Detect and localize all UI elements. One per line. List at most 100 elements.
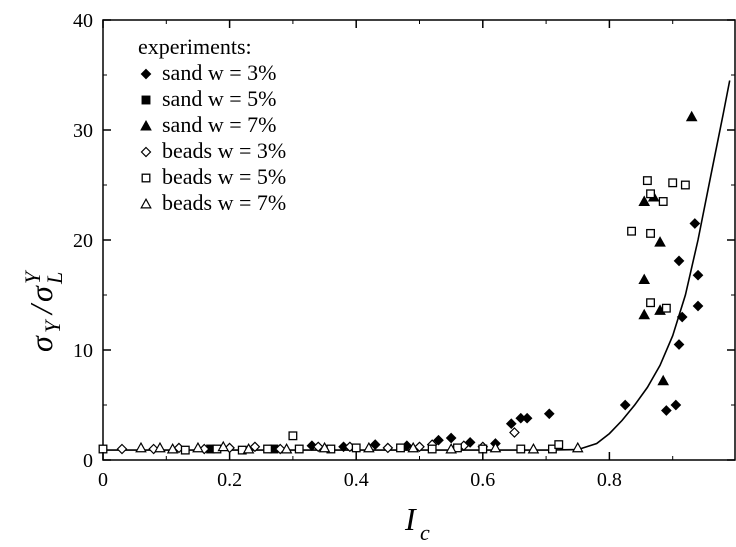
- y-axis-title: σ Y / σ L Y: [20, 269, 67, 352]
- legend-marker: [140, 197, 152, 209]
- legend-label: beads w = 7%: [162, 190, 286, 215]
- data-point: [673, 255, 685, 267]
- x-tick-label: 0.4: [344, 469, 369, 491]
- data-point: [627, 226, 637, 236]
- x-axis-title-sub: c: [420, 520, 430, 545]
- data-point: [478, 444, 488, 454]
- x-tick-label: 0.8: [597, 469, 622, 491]
- data-point: [685, 110, 698, 122]
- data-point: [249, 441, 261, 453]
- data-point: [638, 195, 651, 206]
- legend-marker: [141, 95, 151, 105]
- x-tick-label: 0.6: [470, 469, 495, 491]
- data-point: [263, 444, 273, 454]
- legend-title: experiments:: [138, 34, 252, 59]
- data-point: [294, 444, 304, 454]
- data-point: [676, 311, 688, 323]
- data-point: [217, 440, 230, 452]
- data-point: [554, 440, 564, 450]
- data-points-layer: [98, 110, 704, 455]
- data-point: [673, 339, 685, 350]
- data-point: [288, 431, 298, 441]
- data-point: [192, 441, 204, 453]
- data-point: [658, 197, 668, 206]
- data-point: [638, 308, 651, 320]
- legend-marker: [140, 68, 152, 80]
- data-point: [166, 442, 179, 454]
- ticks-layer: 0 0.2 0.4 0.6 0.8 0 10 20 30 40: [73, 10, 735, 491]
- data-point: [98, 444, 108, 454]
- data-point: [414, 441, 425, 453]
- y-axis-title-sub: Y: [40, 318, 65, 333]
- data-point: [543, 408, 555, 420]
- data-point: [180, 445, 190, 455]
- data-point: [680, 180, 690, 190]
- data-point: [638, 273, 651, 285]
- y-axis-title-sup2: Y: [20, 269, 45, 284]
- data-point: [407, 441, 419, 453]
- data-point: [154, 441, 166, 453]
- data-point: [369, 439, 381, 450]
- series-beads-w-5-: [98, 176, 690, 455]
- data-point: [657, 374, 670, 386]
- legend-label: sand w = 5%: [162, 86, 276, 111]
- legend: experiments: sand w = 3%sand w = 5%sand …: [138, 34, 286, 215]
- data-point: [396, 443, 405, 453]
- y-axis-title-slash: /: [23, 302, 59, 316]
- data-point: [670, 399, 682, 411]
- data-point: [527, 442, 540, 454]
- data-point: [116, 443, 128, 455]
- x-axis-title-main: I: [404, 501, 417, 537]
- y-tick-label: 20: [73, 230, 93, 252]
- legend-label: sand w = 7%: [162, 112, 276, 137]
- data-point: [619, 399, 631, 411]
- y-axis-title-sub2: L: [42, 272, 67, 285]
- y-axis-title-sigma: σ: [23, 335, 59, 352]
- data-point: [445, 442, 457, 454]
- legend-marker: [140, 146, 152, 158]
- legend-label: sand w = 3%: [162, 60, 276, 85]
- data-point: [445, 432, 457, 444]
- data-point: [692, 269, 704, 281]
- data-point: [689, 218, 701, 229]
- y-tick-label: 10: [73, 340, 93, 362]
- data-point: [427, 444, 437, 454]
- x-tick-label: 0.2: [217, 469, 242, 491]
- data-point: [135, 441, 147, 453]
- x-axis-title: I c: [404, 501, 430, 545]
- data-point: [242, 442, 255, 454]
- data-point: [654, 236, 666, 247]
- legend-label: beads w = 3%: [162, 138, 286, 163]
- series-sand-w-7-: [638, 110, 698, 386]
- data-point: [521, 412, 533, 424]
- data-point: [692, 300, 704, 312]
- y-tick-label: 30: [73, 120, 93, 142]
- data-point: [646, 228, 655, 238]
- y-tick-label: 0: [83, 450, 93, 472]
- data-point: [646, 189, 655, 199]
- data-point: [668, 178, 678, 188]
- series-beads-w-7-: [135, 440, 584, 454]
- legend-marker: [141, 173, 151, 183]
- data-point: [505, 418, 517, 430]
- data-point: [646, 298, 655, 308]
- data-point: [312, 441, 324, 453]
- data-point: [318, 441, 331, 453]
- data-point: [433, 434, 444, 446]
- data-point: [571, 441, 584, 453]
- data-point: [351, 443, 361, 453]
- data-point: [363, 441, 375, 453]
- data-point: [509, 427, 520, 438]
- legend-marker: [140, 119, 152, 131]
- data-point: [642, 176, 652, 186]
- data-point: [661, 405, 672, 416]
- data-point: [661, 303, 671, 313]
- y-axis-title-sigma2: σ: [23, 285, 59, 302]
- data-point: [382, 442, 394, 454]
- legend-label: beads w = 5%: [162, 164, 286, 189]
- fit-curve: [103, 80, 731, 451]
- series-sand-w-3-: [306, 218, 704, 453]
- x-tick-label: 0: [98, 469, 108, 491]
- data-point: [280, 442, 293, 454]
